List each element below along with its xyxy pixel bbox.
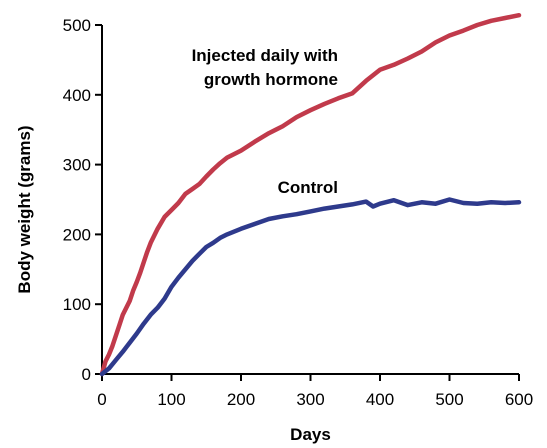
y-tick-label: 400 (63, 86, 91, 105)
x-tick-label: 600 (505, 390, 533, 409)
x-tick-label: 300 (296, 390, 324, 409)
y-axis-title: Body weight (grams) (15, 125, 34, 293)
y-axis-ticks: 0 100 200 300 400 500 (63, 16, 102, 384)
x-tick-label: 400 (366, 390, 394, 409)
y-tick-label: 100 (63, 295, 91, 314)
y-tick-label: 300 (63, 156, 91, 175)
x-tick-label: 100 (157, 390, 185, 409)
x-axis-title: Days (290, 425, 331, 444)
growth-hormone-label: Injected daily with (192, 46, 338, 65)
x-tick-label: 200 (227, 390, 255, 409)
series-labels: Injected daily with growth hormone Control (192, 46, 338, 197)
x-axis-ticks: 0 100 200 300 400 500 600 (97, 374, 533, 409)
y-tick-label: 500 (63, 16, 91, 35)
x-tick-label: 0 (97, 390, 106, 409)
control-line (99, 197, 522, 377)
x-tick-label: 500 (435, 390, 463, 409)
series-lines (99, 12, 522, 377)
y-tick-label: 200 (63, 225, 91, 244)
control-label: Control (278, 178, 338, 197)
growth-hormone-label: growth hormone (204, 70, 338, 89)
y-tick-label: 0 (82, 365, 91, 384)
growth-hormone-line (99, 12, 522, 377)
